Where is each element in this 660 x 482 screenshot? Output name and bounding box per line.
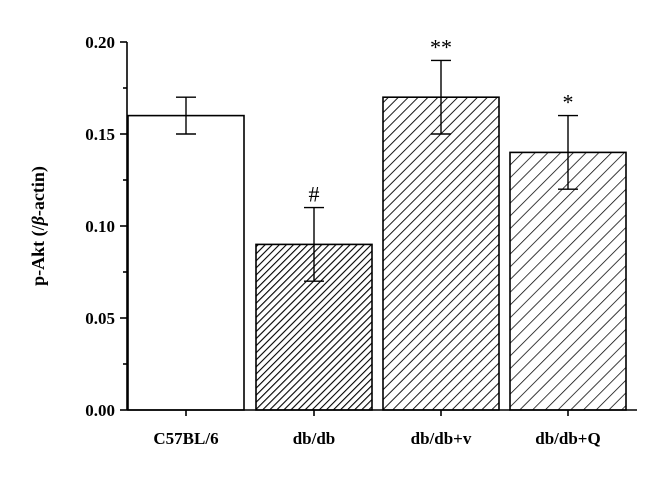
bar-3 <box>509 151 627 411</box>
y-axis-label-suffix: -actin) <box>28 166 49 216</box>
y-tick-label-3: 0.15 <box>85 125 115 144</box>
y-axis-label-symbol: β <box>28 215 48 226</box>
x-tick-label-1: db/db <box>293 429 336 448</box>
y-axis-label-prefix: p-Akt (/ <box>28 224 49 286</box>
y-tick-label-0: 0.00 <box>85 401 115 420</box>
y-ticks: 0.00 0.05 0.10 0.15 0.20 <box>85 33 127 420</box>
bar-0 <box>127 114 245 411</box>
bar-2 <box>382 96 500 411</box>
error-bars-layer <box>176 59 578 282</box>
bars-layer <box>127 96 627 411</box>
x-tick-label-2: db/db+v <box>411 429 472 448</box>
y-tick-label-4: 0.20 <box>85 33 115 52</box>
annotations-layer: #*** <box>309 34 574 206</box>
y-axis-label: p-Akt (/β-actin) <box>28 166 49 286</box>
y-axis: 0.00 0.05 0.10 0.15 0.20 <box>85 33 128 420</box>
significance-mark-3: * <box>563 90 574 115</box>
x-tick-label-3: db/db+Q <box>535 429 600 448</box>
x-ticks: C57BL/6 db/db db/db+v db/db+Q <box>153 410 601 448</box>
significance-mark-1: # <box>309 182 320 207</box>
significance-mark-2: ** <box>430 34 452 59</box>
x-tick-label-0: C57BL/6 <box>153 429 218 448</box>
x-axis: C57BL/6 db/db db/db+v db/db+Q <box>127 409 637 448</box>
y-tick-label-2: 0.10 <box>85 217 115 236</box>
y-tick-label-1: 0.05 <box>85 309 115 328</box>
